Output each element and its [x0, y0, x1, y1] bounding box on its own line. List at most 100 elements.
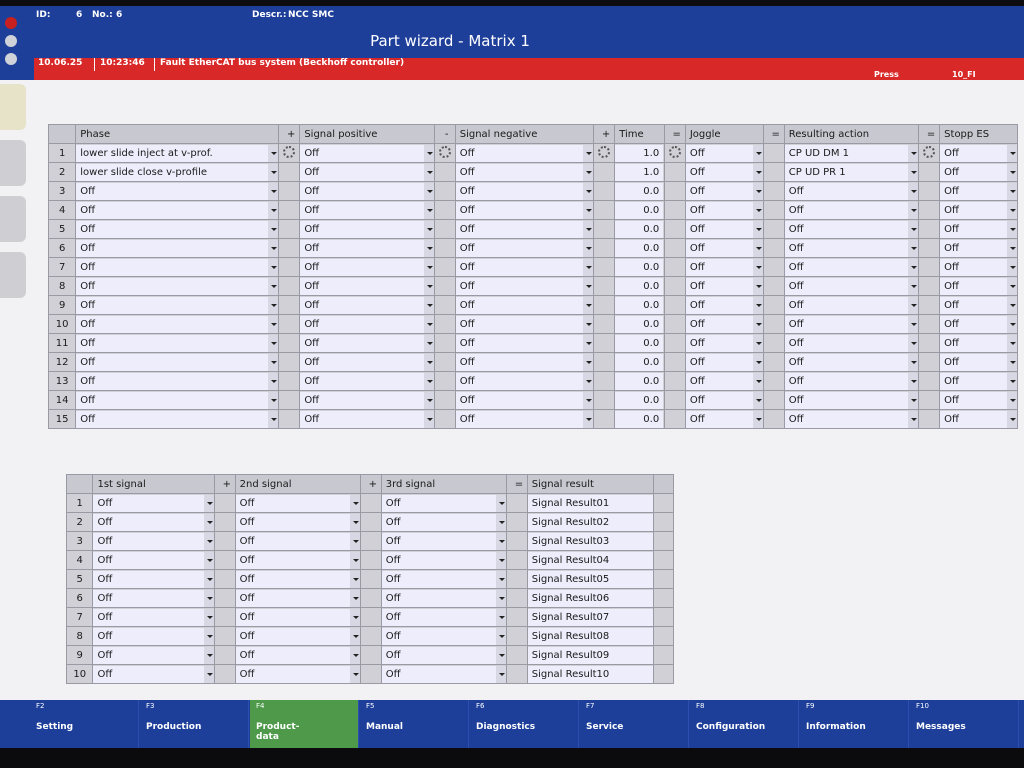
joggle-select[interactable]: Off [685, 353, 763, 371]
chevron-down-icon[interactable] [583, 334, 594, 352]
chevron-down-icon[interactable] [583, 163, 594, 181]
stopp-es-select[interactable]: Off [940, 334, 1017, 352]
time-field[interactable]: 0.0 [615, 220, 664, 238]
chevron-down-icon[interactable] [423, 334, 434, 352]
chevron-down-icon[interactable] [752, 144, 763, 162]
chevron-down-icon[interactable] [907, 296, 918, 314]
first-signal-select[interactable]: Off [93, 646, 214, 664]
chevron-down-icon[interactable] [583, 182, 594, 200]
stopp-es-select[interactable]: Off [940, 296, 1017, 314]
chevron-down-icon[interactable] [203, 646, 214, 664]
signal-negative-select[interactable]: Off [455, 182, 594, 200]
chevron-down-icon[interactable] [496, 627, 507, 645]
stopp-es-select[interactable]: Off [940, 182, 1017, 200]
gear-icon[interactable] [668, 145, 681, 158]
fkey-f7[interactable]: F7 Service [580, 700, 689, 748]
chevron-down-icon[interactable] [1007, 296, 1017, 314]
chevron-down-icon[interactable] [268, 220, 279, 238]
chevron-down-icon[interactable] [350, 551, 360, 569]
fkey-f6[interactable]: F6 Diagnostics [470, 700, 579, 748]
alarm-bar[interactable]: 10.06.25 10:23:46 Fault EtherCAT bus sys… [34, 58, 1024, 71]
phase-select[interactable]: Off [76, 239, 279, 257]
side-button-4[interactable] [0, 252, 26, 298]
signal-negative-select[interactable]: Off [455, 410, 594, 428]
chevron-down-icon[interactable] [752, 201, 763, 219]
chevron-down-icon[interactable] [752, 372, 763, 390]
phase-select[interactable]: Off [76, 182, 279, 200]
joggle-select[interactable]: Off [685, 220, 763, 238]
chevron-down-icon[interactable] [203, 589, 214, 607]
signal-positive-select[interactable]: Off [300, 182, 434, 200]
chevron-down-icon[interactable] [752, 296, 763, 314]
chevron-down-icon[interactable] [423, 182, 434, 200]
signal-negative-select[interactable]: Off [455, 201, 594, 219]
chevron-down-icon[interactable] [423, 201, 434, 219]
time-field[interactable]: 0.0 [615, 296, 664, 314]
chevron-down-icon[interactable] [268, 144, 279, 162]
signal-positive-select[interactable]: Off [300, 277, 434, 295]
chevron-down-icon[interactable] [752, 239, 763, 257]
second-signal-select[interactable]: Off [235, 646, 360, 664]
second-signal-select[interactable]: Off [235, 513, 360, 531]
joggle-select[interactable]: Off [685, 277, 763, 295]
chevron-down-icon[interactable] [203, 551, 214, 569]
signal-negative-select[interactable]: Off [455, 144, 594, 162]
resulting-action-select[interactable]: Off [784, 353, 918, 371]
chevron-down-icon[interactable] [203, 570, 214, 588]
chevron-down-icon[interactable] [907, 220, 918, 238]
stopp-es-select[interactable]: Off [940, 353, 1017, 371]
chevron-down-icon[interactable] [907, 182, 918, 200]
second-signal-select[interactable]: Off [235, 551, 360, 569]
time-field[interactable]: 0.0 [615, 334, 664, 352]
chevron-down-icon[interactable] [1007, 239, 1017, 257]
chevron-down-icon[interactable] [496, 570, 507, 588]
first-signal-select[interactable]: Off [93, 494, 214, 512]
resulting-action-select[interactable]: Off [784, 315, 918, 333]
chevron-down-icon[interactable] [350, 494, 360, 512]
phase-select[interactable]: Off [76, 334, 279, 352]
chevron-down-icon[interactable] [268, 258, 279, 276]
chevron-down-icon[interactable] [907, 353, 918, 371]
chevron-down-icon[interactable] [496, 646, 507, 664]
chevron-down-icon[interactable] [203, 608, 214, 626]
phase-select[interactable]: Off [76, 315, 279, 333]
time-field[interactable]: 0.0 [615, 201, 664, 219]
chevron-down-icon[interactable] [583, 220, 594, 238]
chevron-down-icon[interactable] [268, 410, 279, 428]
joggle-select[interactable]: Off [685, 372, 763, 390]
joggle-select[interactable]: Off [685, 315, 763, 333]
joggle-select[interactable]: Off [685, 163, 763, 181]
signal-negative-select[interactable]: Off [455, 239, 594, 257]
op-cell[interactable] [433, 143, 456, 163]
chevron-down-icon[interactable] [268, 201, 279, 219]
chevron-down-icon[interactable] [1007, 353, 1017, 371]
chevron-down-icon[interactable] [203, 494, 214, 512]
chevron-down-icon[interactable] [268, 239, 279, 257]
chevron-down-icon[interactable] [1007, 163, 1017, 181]
chevron-down-icon[interactable] [583, 372, 594, 390]
time-field[interactable]: 0.0 [615, 391, 664, 409]
time-field[interactable]: 0.0 [615, 182, 664, 200]
second-signal-select[interactable]: Off [235, 494, 360, 512]
fkey-f8[interactable]: F8 Configuration [690, 700, 799, 748]
signal-negative-select[interactable]: Off [455, 372, 594, 390]
time-field[interactable]: 0.0 [615, 277, 664, 295]
signal-positive-select[interactable]: Off [300, 296, 434, 314]
phase-select[interactable]: Off [76, 353, 279, 371]
resulting-action-select[interactable]: Off [784, 220, 918, 238]
chevron-down-icon[interactable] [268, 315, 279, 333]
chevron-down-icon[interactable] [752, 391, 763, 409]
chevron-down-icon[interactable] [268, 296, 279, 314]
chevron-down-icon[interactable] [583, 296, 594, 314]
third-signal-select[interactable]: Off [381, 494, 507, 512]
stopp-es-select[interactable]: Off [940, 163, 1017, 181]
chevron-down-icon[interactable] [268, 372, 279, 390]
second-signal-select[interactable]: Off [235, 608, 360, 626]
time-field[interactable]: 0.0 [615, 410, 664, 428]
chevron-down-icon[interactable] [496, 608, 507, 626]
chevron-down-icon[interactable] [423, 296, 434, 314]
chevron-down-icon[interactable] [268, 163, 279, 181]
stopp-es-select[interactable]: Off [940, 277, 1017, 295]
chevron-down-icon[interactable] [583, 239, 594, 257]
chevron-down-icon[interactable] [350, 665, 360, 683]
